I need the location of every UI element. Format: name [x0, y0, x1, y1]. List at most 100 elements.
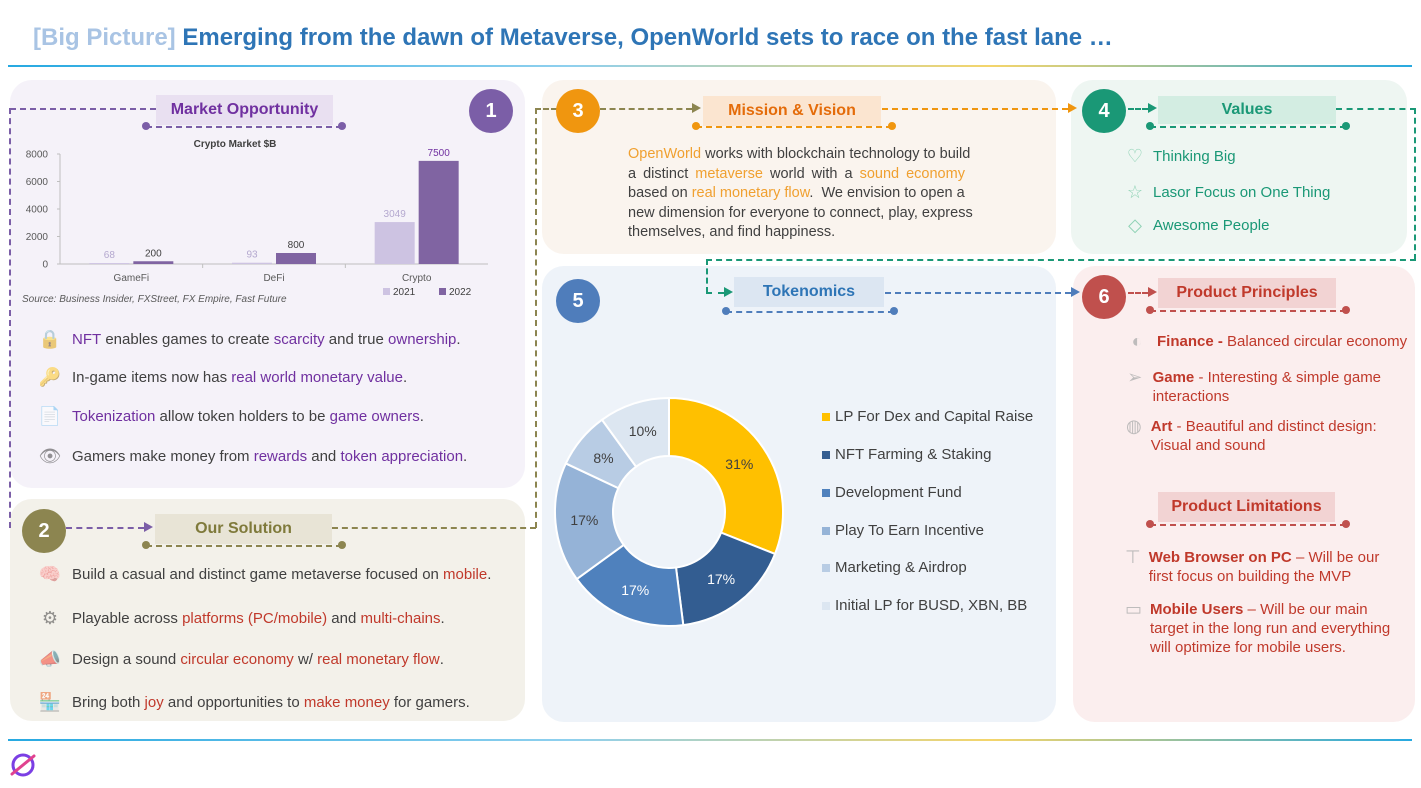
underline-dot	[1146, 306, 1154, 314]
legend-label: Play To Earn Incentive	[835, 522, 984, 539]
chart-title: Crypto Market $B	[194, 139, 277, 150]
title-text: Emerging from the dawn of Metaverse, Ope…	[182, 24, 1113, 51]
openworld-logo-icon	[10, 753, 36, 777]
body-text: based on	[628, 185, 692, 201]
highlight-text: ownership	[388, 330, 457, 348]
footer-divider	[8, 739, 1412, 741]
principle-label: Game	[1152, 369, 1195, 386]
legend-swatch	[822, 450, 830, 459]
body-text: Build a casual and distinct game metaver…	[72, 565, 444, 583]
highlight-text: game owners	[329, 407, 420, 425]
body-text: .	[439, 650, 444, 668]
limitation-web-browser: ⊤ Web Browser on PC – Will be our first …	[1125, 548, 1400, 586]
bar-2022	[276, 253, 316, 264]
body-text: and	[327, 609, 361, 627]
legend-swatch-2021	[383, 288, 390, 295]
connector-line	[882, 108, 1068, 110]
values-title: Values	[1158, 96, 1336, 124]
connector-line	[66, 527, 144, 529]
donut-slice	[668, 397, 784, 556]
document-icon: 📄	[38, 405, 62, 426]
highlight-text: real world monetary value	[231, 368, 403, 386]
data-label-2022: 800	[288, 240, 305, 251]
underline-dot	[142, 541, 150, 549]
body-text: for gamers.	[389, 693, 470, 711]
connector-line	[1128, 108, 1148, 110]
value-label: Lasor Focus on One Thing	[1153, 184, 1331, 201]
category-label: GameFi	[114, 273, 150, 284]
our-solution-title: Our Solution	[155, 514, 332, 544]
underline-dot	[1342, 122, 1350, 130]
connector-arrow	[1068, 103, 1077, 113]
brain-icon: 🧠	[38, 563, 62, 584]
y-tick-label: 8000	[26, 150, 49, 161]
slice-label: 17%	[570, 512, 598, 528]
limitation-label: Mobile Users	[1150, 601, 1244, 618]
highlight-text: NFT	[72, 330, 102, 348]
donut-slice	[600, 397, 670, 469]
underline-dot	[692, 122, 700, 130]
underline-dot	[338, 541, 346, 549]
connector-line	[1128, 292, 1148, 294]
megaphone-icon: 📣	[38, 648, 62, 669]
brand-name: OpenWorld	[628, 146, 702, 162]
principle-text: Balanced circular economy	[1222, 333, 1408, 350]
underline-dot	[1146, 122, 1154, 130]
highlight-text: sound economy	[859, 165, 965, 182]
connector-arrow	[1148, 103, 1157, 113]
connector-line	[535, 108, 537, 528]
section-number-1: 1	[469, 89, 513, 133]
principle-text: - Interesting & simple game interactions	[1152, 369, 1386, 405]
lock-icon: 🔒	[38, 328, 62, 349]
legend-label-2022: 2022	[449, 287, 472, 298]
body-text: new dimension for everyone to connect, p…	[628, 204, 973, 221]
body-text: world with a	[762, 165, 860, 182]
underline-dot	[1342, 520, 1350, 528]
product-principles-title: Product Principles	[1158, 278, 1336, 308]
title-underline	[146, 545, 342, 547]
underline-dot	[890, 307, 898, 315]
legend-label-2021: 2021	[393, 287, 416, 298]
body-text: Playable across	[72, 609, 183, 627]
underline-dot	[888, 122, 896, 130]
highlight-text: real monetary flow	[317, 650, 440, 668]
body-text: and opportunities to	[163, 693, 304, 711]
category-label: Crypto	[402, 273, 432, 284]
highlight-text: rewards	[253, 447, 308, 465]
solution-bullet-joy: 🏪 Bring both joy and opportunities to ma…	[38, 691, 470, 713]
limitation-mobile: ▭ Mobile Users – Will be our main target…	[1125, 600, 1410, 657]
body-text: . We envision to open a	[809, 185, 965, 201]
market-bullet-tokenization: 📄 Tokenization allow token holders to be…	[38, 405, 424, 427]
underline-dot	[722, 307, 730, 315]
connector-line	[706, 292, 724, 294]
data-label-2022: 7500	[428, 148, 451, 159]
bar-2021	[89, 263, 130, 264]
principle-text: - Beautiful and distinct design: Visual …	[1150, 418, 1381, 454]
chart-source: Source: Business Insider, FXStreet, FX E…	[22, 294, 287, 305]
body-text: enables games to create	[101, 330, 274, 348]
shirt-icon: ⊤	[1125, 547, 1141, 567]
value-item: ♡ Thinking Big	[1124, 146, 1236, 167]
highlight-text: scarcity	[273, 330, 325, 348]
connector-arrow	[724, 287, 733, 297]
section-number-5: 5	[556, 279, 600, 323]
connector-line	[706, 259, 1416, 261]
limitation-label: Web Browser on PC	[1148, 549, 1292, 566]
legend-item: Initial LP for BUSD, XBN, BB	[822, 597, 1027, 614]
highlight-text: platforms (PC/mobile)	[182, 609, 328, 627]
body-text: and	[307, 447, 341, 465]
legend-label: Marketing & Airdrop	[835, 559, 967, 576]
title-underline	[1150, 524, 1346, 526]
highlight-text: mobile	[443, 565, 488, 583]
highlight-text: token appreciation	[340, 447, 464, 465]
highlight-text: circular economy	[180, 650, 294, 668]
legend-item: NFT Farming & Staking	[822, 446, 991, 463]
slice-label: 8%	[593, 450, 613, 466]
mission-text: OpenWorld works with blockchain technolo…	[628, 145, 998, 243]
section-number-6: 6	[1082, 275, 1126, 319]
underline-dot	[1146, 520, 1154, 528]
legend-swatch-2022	[439, 288, 446, 295]
y-tick-label: 0	[42, 260, 48, 271]
body-text: Design a sound	[72, 650, 181, 668]
connector-line	[885, 292, 1071, 294]
